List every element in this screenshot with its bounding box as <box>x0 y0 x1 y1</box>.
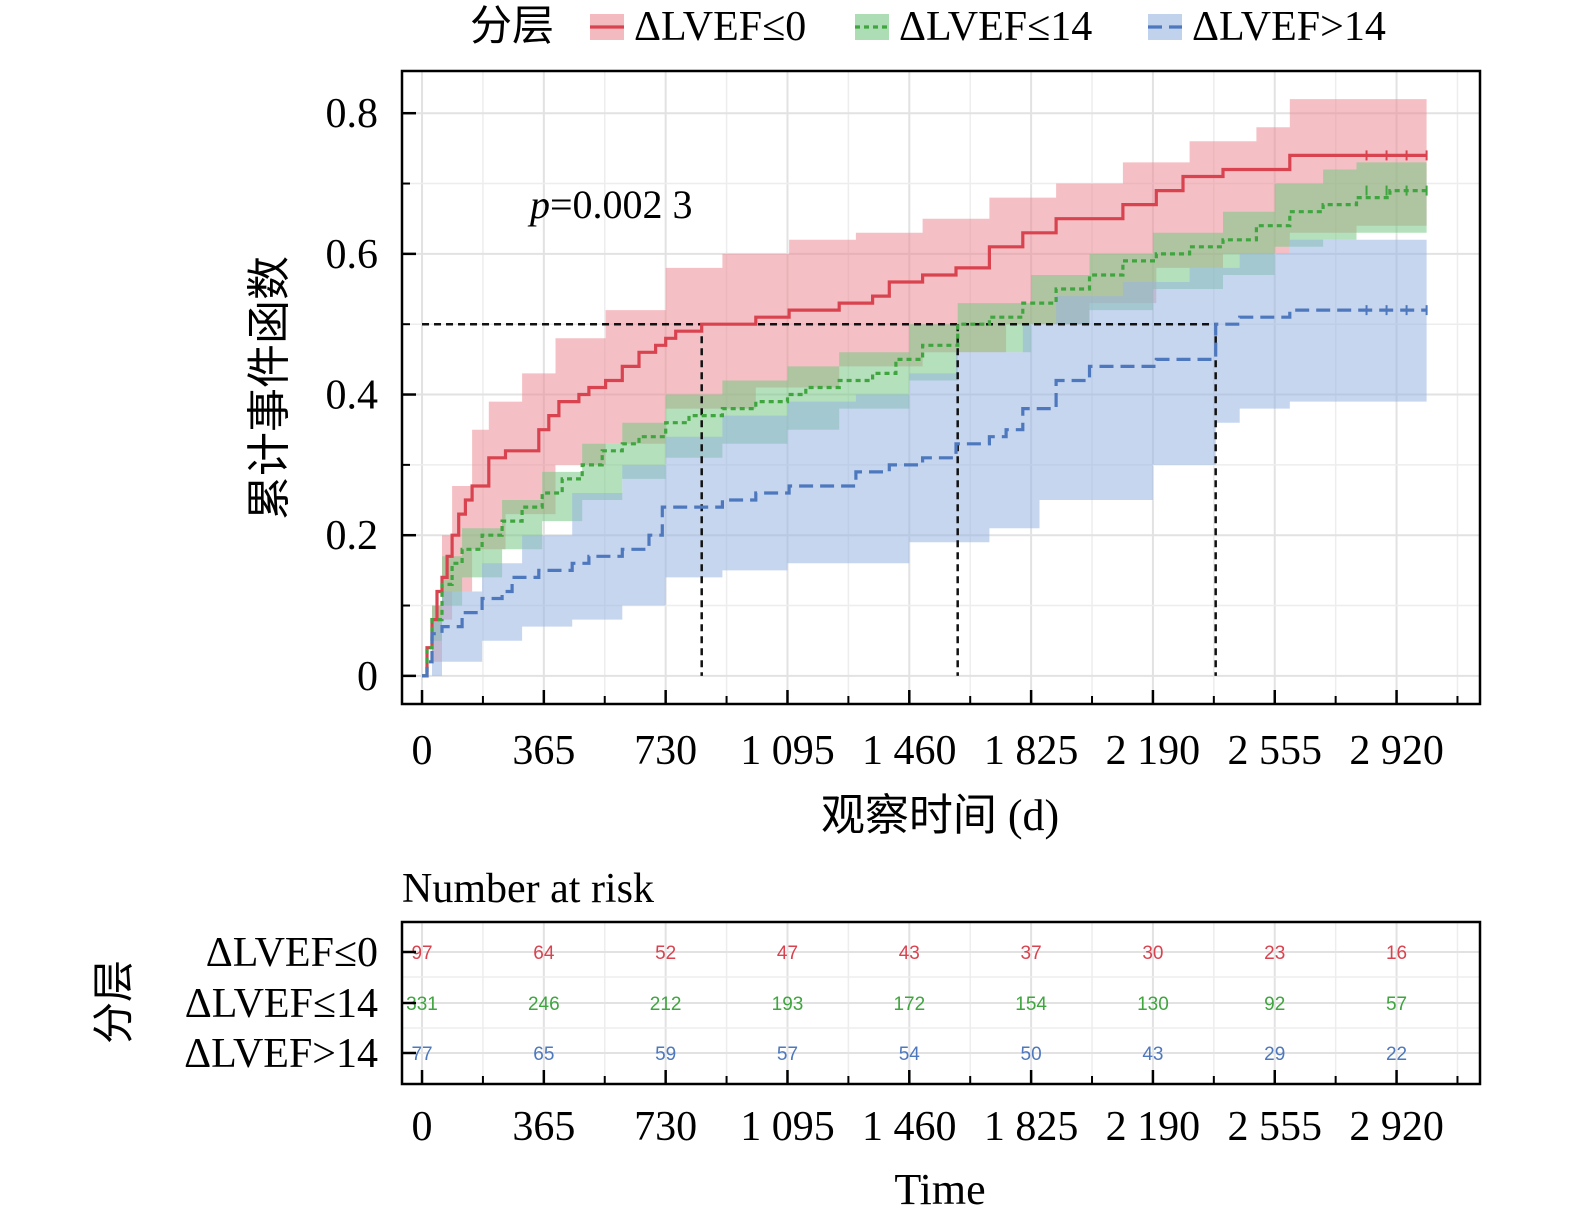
legend-label-3: ΔLVEF>14 <box>1192 4 1386 50</box>
risk-value: 43 <box>899 943 920 964</box>
risk-value: 172 <box>893 994 925 1015</box>
risk-value: 64 <box>533 943 555 964</box>
risk-value: 37 <box>1021 943 1042 964</box>
risk-grid <box>402 922 1480 1084</box>
y-tick-label: 0.4 <box>326 373 379 419</box>
x-tick-label: 0 <box>412 728 433 774</box>
y-tick-label: 0.2 <box>326 513 379 559</box>
risk-value: 30 <box>1142 943 1163 964</box>
risk-value: 52 <box>655 943 676 964</box>
risk-value: 77 <box>411 1044 432 1065</box>
risk-table: Number at risk 97 64 52 47 43 37 30 23 16 331 246 2… <box>92 866 1482 1214</box>
risk-value: 16 <box>1386 943 1407 964</box>
survival-curve-1 <box>422 153 1427 678</box>
risk-value: 212 <box>650 994 682 1015</box>
risk-x-tick-label: 1 095 <box>740 1104 835 1150</box>
y-axis-label: 累计事件函数 <box>245 256 294 520</box>
risk-value: 331 <box>406 994 438 1015</box>
risk-values: 97 64 52 47 43 37 30 23 16 331 246 212 193 172 154 130 9… <box>406 943 1407 1065</box>
risk-ticks: 0 365 730 1 095 1 460 1 825 2 190 2 555 2 920 <box>402 950 1459 1150</box>
risk-x-tick-label: 1 825 <box>984 1104 1079 1150</box>
x-axis-label: 观察时间 (d) <box>821 791 1059 840</box>
legend-label-2: ΔLVEF≤14 <box>899 4 1092 50</box>
median-reference-lines <box>422 322 1217 676</box>
risk-row-label: ΔLVEF≤14 <box>185 981 378 1027</box>
x-tick-label: 1 095 <box>740 728 835 774</box>
risk-value: 57 <box>777 1044 798 1065</box>
p-value-prefix: p <box>527 182 550 227</box>
x-tick-label: 730 <box>634 728 697 774</box>
risk-x-tick-label: 2 920 <box>1349 1104 1444 1150</box>
risk-row-label: ΔLVEF≤0 <box>206 930 378 976</box>
y-tick-label: 0.6 <box>326 232 379 278</box>
risk-x-tick-label: 730 <box>634 1104 697 1150</box>
x-tick-label: 2 555 <box>1227 728 1322 774</box>
risk-value: 57 <box>1386 994 1407 1015</box>
risk-table-xlabel: Time <box>894 1165 985 1214</box>
risk-value: 154 <box>1015 994 1047 1015</box>
main-plot: 0 365 730 1 095 1 460 1 825 2 190 2 555 2 920 0 0.… <box>245 69 1482 840</box>
risk-value: 50 <box>1021 1044 1042 1065</box>
risk-value: 23 <box>1264 943 1285 964</box>
risk-x-tick-label: 0 <box>412 1104 433 1150</box>
risk-value: 65 <box>533 1044 554 1065</box>
risk-value: 43 <box>1142 1044 1163 1065</box>
risk-value: 22 <box>1386 1044 1407 1065</box>
risk-table-ylabel: 分层 <box>92 960 138 1044</box>
risk-value: 97 <box>411 943 432 964</box>
x-tick-label: 365 <box>512 728 575 774</box>
risk-value: 193 <box>772 994 804 1015</box>
x-tick-label: 2 920 <box>1349 728 1444 774</box>
risk-value: 59 <box>655 1044 676 1065</box>
survival-curves <box>422 150 1428 678</box>
risk-table-title: Number at risk <box>402 866 654 912</box>
risk-value: 54 <box>899 1044 921 1065</box>
risk-row-label: ΔLVEF>14 <box>184 1031 378 1077</box>
p-value-text: =0.002 3 <box>550 182 693 227</box>
legend: 分层 ΔLVEF≤0 ΔLVEF≤14 ΔLVEF>14 <box>470 4 1386 50</box>
survival-curve-2 <box>422 189 1427 678</box>
legend-items: ΔLVEF≤0 ΔLVEF≤14 ΔLVEF>14 <box>590 4 1386 50</box>
risk-value: 29 <box>1264 1044 1285 1065</box>
survival-curve-3 <box>422 308 1427 678</box>
risk-value: 92 <box>1264 994 1285 1015</box>
x-tick-label: 1 460 <box>862 728 957 774</box>
risk-x-tick-label: 2 555 <box>1227 1104 1322 1150</box>
risk-value: 246 <box>528 994 560 1015</box>
y-tick-label: 0.8 <box>326 91 379 137</box>
risk-value: 47 <box>777 943 798 964</box>
legend-title: 分层 <box>470 4 554 50</box>
main-plot-frame <box>400 69 1482 706</box>
p-value-annotation: p=0.002 3 <box>527 182 693 227</box>
y-tick-label: 0 <box>357 654 378 700</box>
risk-x-tick-label: 365 <box>512 1104 575 1150</box>
x-tick-label: 2 190 <box>1106 728 1201 774</box>
risk-x-tick-label: 2 190 <box>1106 1104 1201 1150</box>
legend-label-1: ΔLVEF≤0 <box>634 4 806 50</box>
risk-value: 130 <box>1137 994 1169 1015</box>
main-ticks: 0 365 730 1 095 1 460 1 825 2 190 2 555 2 920 0 0.… <box>326 91 1459 774</box>
x-tick-label: 1 825 <box>984 728 1079 774</box>
risk-x-tick-label: 1 460 <box>862 1104 957 1150</box>
